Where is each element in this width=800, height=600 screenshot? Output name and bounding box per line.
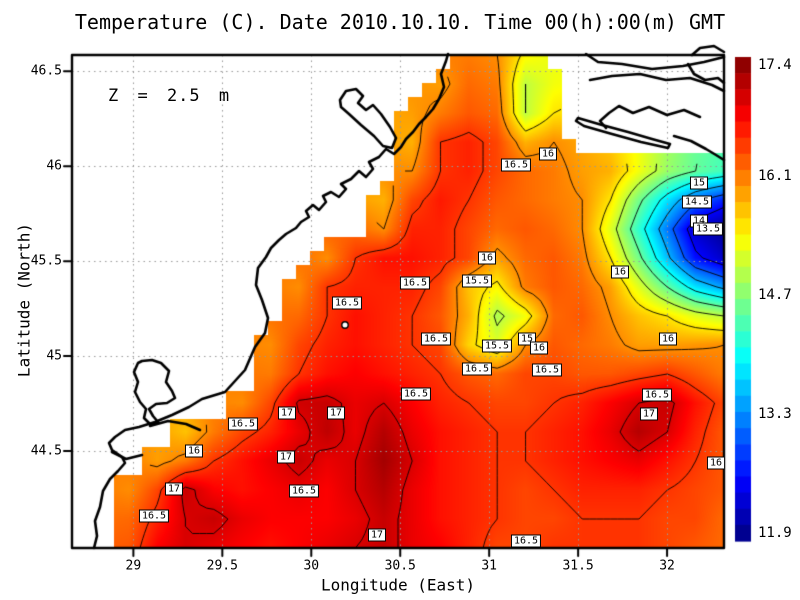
colorbar-tick-label: 16.1 <box>758 167 792 184</box>
contour-label: 16.5 <box>531 363 563 377</box>
contour-label: 15.5 <box>461 274 493 288</box>
y-tick-label: 45 <box>46 348 62 364</box>
plot-title: Temperature (C). Date 2010.10.10. Time 0… <box>74 10 726 34</box>
x-tick-label: 32 <box>659 558 675 574</box>
contour-label: 17 <box>276 450 296 464</box>
contour-label: 16 <box>538 147 558 161</box>
contour-label: 17 <box>277 406 297 420</box>
y-tick-label: 45.5 <box>30 253 62 269</box>
contour-label: 16.5 <box>331 296 363 310</box>
y-tick-label: 46.5 <box>30 63 62 79</box>
contour-label: 16 <box>477 251 497 265</box>
contour-label: 13.5 <box>692 222 724 236</box>
contour-label-layer: 16.5 16 15 14.5 14 13.5 16 15.5 16.5 16 16.5 16.5 15… <box>72 55 724 548</box>
contour-label: 15.5 <box>481 339 513 353</box>
contour-label: 17 <box>639 407 659 421</box>
x-tick-label: 29.5 <box>206 558 238 574</box>
contour-label: 16.5 <box>420 332 452 346</box>
contour-label: 16 <box>658 332 678 346</box>
y-axis-label: Latitude (North) <box>14 222 34 378</box>
depth-annotation: Z = 2.5 m <box>108 86 231 106</box>
contour-label: 16 <box>184 444 204 458</box>
contour-label: 16.5 <box>400 387 432 401</box>
contour-label: 14.5 <box>681 195 713 209</box>
x-tick-label: 30 <box>303 558 320 574</box>
x-tick-label: 31.5 <box>562 558 594 574</box>
contour-label: 15 <box>689 176 709 190</box>
x-tick-label: 31 <box>481 558 497 574</box>
y-tick-label: 46 <box>46 158 62 174</box>
contour-label: 16.5 <box>641 388 673 402</box>
contour-label: 16.5 <box>227 417 259 431</box>
contour-label: 17 <box>326 406 346 420</box>
y-tick-label: 44.5 <box>30 443 62 459</box>
contour-label: 17 <box>164 482 184 496</box>
contour-label: 16.5 <box>706 456 724 470</box>
contour-label: 16.5 <box>461 362 493 376</box>
contour-label: 16.5 <box>138 509 170 523</box>
contour-label: 17 <box>367 528 387 542</box>
x-axis-label: Longitude (East) <box>320 575 476 595</box>
colorbar-tick-label: 13.3 <box>758 405 792 422</box>
colorbar-tick-label: 11.9 <box>758 524 792 541</box>
colorbar-tick-label: 17.4 <box>758 57 792 74</box>
contour-label: 16.5 <box>399 276 431 290</box>
contour-label: 16.5 <box>288 484 320 498</box>
colorbar-tick-label: 14.7 <box>758 286 792 303</box>
contour-label: 16.5 <box>500 158 532 172</box>
x-tick-label: 30.5 <box>384 558 416 574</box>
contour-label: 16 <box>529 341 549 355</box>
contour-label: 16.5 <box>510 534 542 548</box>
x-tick-label: 29 <box>125 558 142 574</box>
contour-label: 16 <box>610 265 630 279</box>
